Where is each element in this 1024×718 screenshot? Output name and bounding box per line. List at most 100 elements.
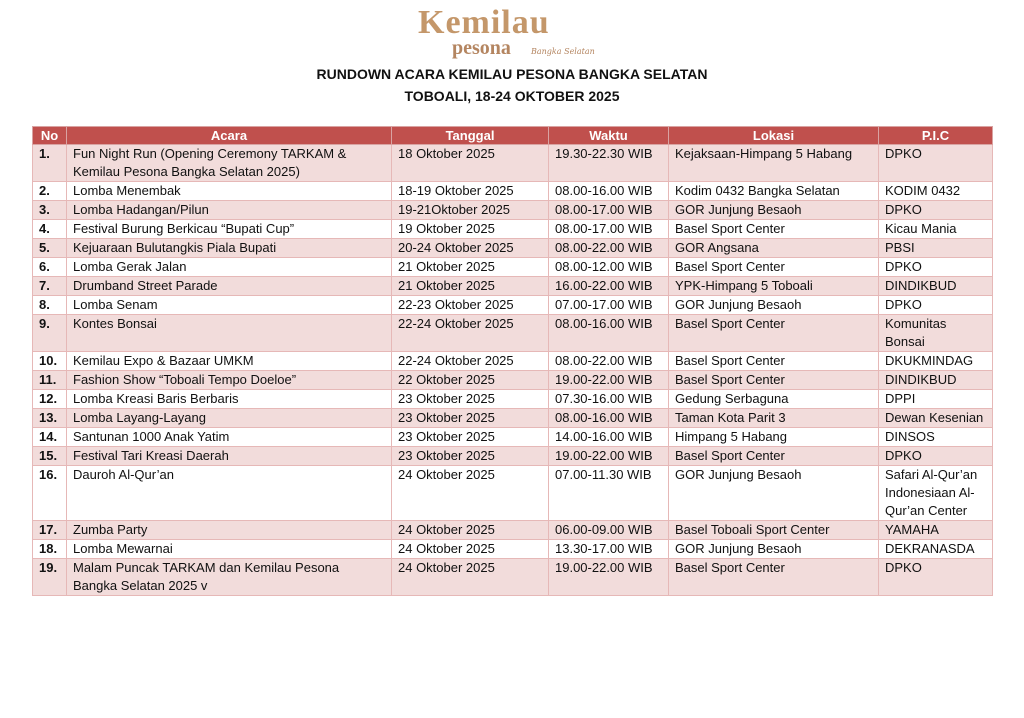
row-number: 14. xyxy=(32,427,67,447)
table-cell: 24 Oktober 2025 xyxy=(391,558,549,596)
subtitle: TOBOALI, 18-24 OKTOBER 2025 xyxy=(404,88,620,104)
table-cell: DPKO xyxy=(878,200,993,220)
table-cell: DINDIKBUD xyxy=(878,370,993,390)
table-cell: Basel Toboali Sport Center xyxy=(668,520,879,540)
table-cell: DKUKMINDAG xyxy=(878,351,993,371)
table-cell: DPKO xyxy=(878,144,993,182)
table-cell: 08.00-17.00 WIB xyxy=(548,219,669,239)
table-row: 4. Festival Burung Berkicau “Bupati Cup” 1… xyxy=(32,219,993,239)
table-row: 13. Lomba Layang-Layang 23 Oktober 2025 08.… xyxy=(32,408,993,428)
logo-main: Kemilau xyxy=(418,4,550,41)
table-cell: Lomba Hadangan/Pilun xyxy=(66,200,392,220)
table-cell: 20-24 Oktober 2025 xyxy=(391,238,549,258)
table-row: 15. Festival Tari Kreasi Daerah 23 Oktober… xyxy=(32,446,993,466)
table-cell: Lomba Gerak Jalan xyxy=(66,257,392,277)
table-cell: 22-24 Oktober 2025 xyxy=(391,314,549,352)
table-cell: Kejaksaan-Himpang 5 Habang xyxy=(668,144,879,182)
table-cell: 07.00-11.30 WIB xyxy=(548,465,669,521)
row-number: 8. xyxy=(32,295,67,315)
table-cell: Fun Night Run (Opening Ceremony TARKAM &… xyxy=(66,144,392,182)
row-number: 17. xyxy=(32,520,67,540)
table-cell: 24 Oktober 2025 xyxy=(391,465,549,521)
column-header: Waktu xyxy=(548,126,669,145)
table-cell: Kodim 0432 Bangka Selatan xyxy=(668,181,879,201)
table-cell: Gedung Serbaguna xyxy=(668,389,879,409)
table-row: 18. Lomba Mewarnai 24 Oktober 2025 13.30-17… xyxy=(32,539,993,559)
table-cell: Safari Al-Qur’an Indonesiaan Al-Qur’an C… xyxy=(878,465,993,521)
table-row: 6. Lomba Gerak Jalan 21 Oktober 2025 08.00-… xyxy=(32,257,993,277)
table-cell: Lomba Kreasi Baris Berbaris xyxy=(66,389,392,409)
column-header: Lokasi xyxy=(668,126,879,145)
table-cell: 19.00-22.00 WIB xyxy=(548,370,669,390)
logo: Kemilau pesona Bangka Selatan xyxy=(0,4,1024,64)
table-cell: Drumband Street Parade xyxy=(66,276,392,296)
table-row: 8. Lomba Senam 22-23 Oktober 2025 07.00-17.… xyxy=(32,295,993,315)
table-cell: DPKO xyxy=(878,446,993,466)
row-number: 12. xyxy=(32,389,67,409)
table-row: 9. Kontes Bonsai 22-24 Oktober 2025 08.00-1… xyxy=(32,314,993,352)
table-cell: Zumba Party xyxy=(66,520,392,540)
row-number: 4. xyxy=(32,219,67,239)
table-cell: 06.00-09.00 WIB xyxy=(548,520,669,540)
table-cell: GOR Angsana xyxy=(668,238,879,258)
table-cell: DPKO xyxy=(878,558,993,596)
table-cell: Lomba Senam xyxy=(66,295,392,315)
table-cell: 19.00-22.00 WIB xyxy=(548,558,669,596)
table-row: 5. Kejuaraan Bulutangkis Piala Bupati 20-2… xyxy=(32,238,993,258)
table-cell: 16.00-22.00 WIB xyxy=(548,276,669,296)
row-number: 6. xyxy=(32,257,67,277)
row-number: 19. xyxy=(32,558,67,596)
row-number: 18. xyxy=(32,539,67,559)
table-cell: Basel Sport Center xyxy=(668,314,879,352)
table-cell: 18-19 Oktober 2025 xyxy=(391,181,549,201)
table-cell: GOR Junjung Besaoh xyxy=(668,465,879,521)
table-cell: 22-24 Oktober 2025 xyxy=(391,351,549,371)
table-row: 2. Lomba Menembak 18-19 Oktober 2025 08.00-… xyxy=(32,181,993,201)
table-cell: Basel Sport Center xyxy=(668,219,879,239)
table-cell: 08.00-12.00 WIB xyxy=(548,257,669,277)
table-cell: Dauroh Al-Qur’an xyxy=(66,465,392,521)
column-header: P.I.C xyxy=(878,126,993,145)
table-cell: DPKO xyxy=(878,295,993,315)
table-cell: 08.00-22.00 WIB xyxy=(548,238,669,258)
table-cell: Santunan 1000 Anak Yatim xyxy=(66,427,392,447)
table-cell: Kemilau Expo & Bazaar UMKM xyxy=(66,351,392,371)
table-cell: 23 Oktober 2025 xyxy=(391,446,549,466)
table-cell: Basel Sport Center xyxy=(668,370,879,390)
table-cell: GOR Junjung Besaoh xyxy=(668,295,879,315)
table-cell: PBSI xyxy=(878,238,993,258)
table-cell: DINSOS xyxy=(878,427,993,447)
rundown-table: No Acara Tanggal Waktu Lokasi P.I.C 1. Fun Nig… xyxy=(32,126,993,596)
table-cell: Lomba Mewarnai xyxy=(66,539,392,559)
table-cell: YAMAHA xyxy=(878,520,993,540)
row-number: 13. xyxy=(32,408,67,428)
table-cell: DPPI xyxy=(878,389,993,409)
row-number: 2. xyxy=(32,181,67,201)
table-cell: DPKO xyxy=(878,257,993,277)
table-cell: 08.00-17.00 WIB xyxy=(548,200,669,220)
table-cell: Fashion Show “Toboali Tempo Doeloe” xyxy=(66,370,392,390)
column-header: Acara xyxy=(66,126,392,145)
table-cell: GOR Junjung Besaoh xyxy=(668,539,879,559)
table-cell: 19 Oktober 2025 xyxy=(391,219,549,239)
table-cell: 22 Oktober 2025 xyxy=(391,370,549,390)
table-cell: 08.00-16.00 WIB xyxy=(548,314,669,352)
table-cell: 21 Oktober 2025 xyxy=(391,276,549,296)
row-number: 16. xyxy=(32,465,67,521)
row-number: 15. xyxy=(32,446,67,466)
table-cell: 18 Oktober 2025 xyxy=(391,144,549,182)
table-cell: Malam Puncak TARKAM dan Kemilau Pesona B… xyxy=(66,558,392,596)
column-header: Tanggal xyxy=(391,126,549,145)
table-cell: Lomba Layang-Layang xyxy=(66,408,392,428)
table-cell: Kontes Bonsai xyxy=(66,314,392,352)
table-row: 1. Fun Night Run (Opening Ceremony TARKAM… xyxy=(32,144,993,182)
header-row: No Acara Tanggal Waktu Lokasi P.I.C xyxy=(32,126,993,145)
table-cell: DINDIKBUD xyxy=(878,276,993,296)
table-cell: 19-21Oktober 2025 xyxy=(391,200,549,220)
table-cell: 07.30-16.00 WIB xyxy=(548,389,669,409)
table-cell: Basel Sport Center xyxy=(668,446,879,466)
table-cell: Festival Burung Berkicau “Bupati Cup” xyxy=(66,219,392,239)
table-cell: 08.00-16.00 WIB xyxy=(548,408,669,428)
